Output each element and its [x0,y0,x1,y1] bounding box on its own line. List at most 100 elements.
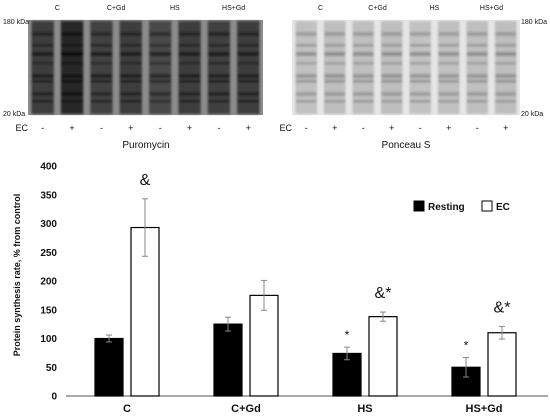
blot-band [495,32,517,36]
x-tick-label: HS+Gd [466,403,503,415]
blot-band [495,52,517,56]
blot-band [381,100,403,103]
blot-band [352,52,374,56]
significance-annotation: &* [375,285,392,302]
blot-band [149,74,171,78]
ec-sign: + [503,123,508,133]
blot-band [178,44,201,47]
blot-band [409,52,431,56]
blot-band [495,100,517,103]
blot-band [178,92,201,96]
blot-band [381,44,403,47]
ec-sign: - [362,123,365,133]
blot-band [32,62,54,65]
blot-band [208,80,230,83]
blot-group-label: HS+Gd [480,5,503,12]
blot-band [237,52,259,56]
blot-band [61,74,83,78]
blot-band [90,100,113,103]
blot-band [61,52,83,56]
blot-group-label: C [318,5,323,12]
blot-band [324,92,346,96]
bar-ec-c-gd [249,294,279,397]
ec-sign: - [476,123,479,133]
ec-sign: - [305,123,308,133]
blot-group-label: HS [170,5,180,12]
blot-band [32,74,54,78]
blot-band [466,74,488,78]
blot-band [208,92,230,96]
blot-band [495,92,517,96]
blot-band [61,44,83,47]
blot-band [324,32,346,36]
blot-band [409,74,431,78]
ec-sign: + [389,123,394,133]
blot-band [120,44,142,47]
x-tick-label: HS [357,403,372,415]
ec-sign: + [332,123,337,133]
blot-band [295,52,317,56]
bar-resting-hs [332,352,362,397]
x-tick-label: C+Gd [231,403,261,415]
blot-band [237,44,259,47]
blot-band [90,74,113,78]
blot-band [120,52,142,56]
blot-band [237,32,259,36]
blot-band [32,92,54,96]
blot-band [208,52,230,56]
blot-band [352,44,374,47]
y-tick-label: 400 [40,162,57,173]
blot-band [149,52,171,56]
blot-band [61,80,83,83]
y-axis-label: Protein synthesis rate, % from control [12,194,22,357]
blot-band [409,62,431,65]
ponceau-marker-top: 180 kDa [521,19,547,26]
blot-band [352,62,374,65]
blot-band [352,32,374,36]
blot-band [149,80,171,83]
blot-band [324,44,346,47]
blot-band [178,100,201,103]
blot-band [381,52,403,56]
blot-band [149,62,171,65]
y-tick-label: 250 [40,248,57,259]
blot-band [237,80,259,83]
error-bar [380,311,386,322]
ec-sign: - [100,123,103,133]
blot-band [495,62,517,65]
blot-band [295,62,317,65]
blot-band [324,52,346,56]
blot-band [120,62,142,65]
y-tick-label: 100 [40,334,57,345]
blot-band [237,92,259,96]
blot-band [32,32,54,36]
blot-band [32,44,54,47]
blot-group-label: HS [430,5,440,12]
blot-band [438,52,460,56]
blot-band [409,100,431,103]
blot-band [90,52,113,56]
blot-band [208,74,230,78]
blot-band [324,74,346,78]
ponceau-ec-label: EC [279,123,292,133]
blot-band [466,100,488,103]
blot-band [324,62,346,65]
blot-band [295,92,317,96]
error-bar [261,279,267,311]
blot-band [32,100,54,103]
protein-synthesis-bar-chart: Protein synthesis rate, % from control 0… [12,162,548,415]
y-tick-label: 300 [40,219,57,230]
bar-ec-hs-gd [487,332,517,397]
blot-band [178,32,201,36]
ec-sign: - [419,123,422,133]
blot-band [381,92,403,96]
puromycin-caption: Puromycin [122,140,169,151]
blot-band [324,80,346,83]
ec-sign: + [246,123,251,133]
blot-band [466,62,488,65]
blot-band [438,100,460,103]
puromycin-ec-label: EC [15,123,28,133]
blot-band [381,74,403,78]
blot-band [178,52,201,56]
